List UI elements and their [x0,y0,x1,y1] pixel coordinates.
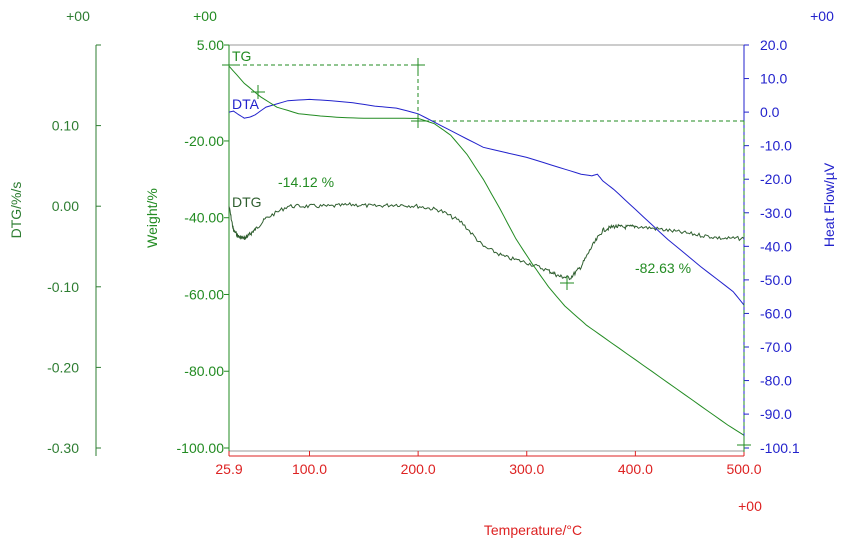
dtg-axis-title: DTG/%/s [8,182,24,239]
heat-tick-labels: 20.0 10.0 0.0 -10.0 -20.0 -30.0 -40.0 -50.0 -60.… [744,37,800,456]
marker-step-mid [411,114,425,128]
dtg-tick-label: -0.30 [47,440,79,456]
dtg-tick-label: 0.00 [52,198,79,214]
heat-tick-label: -90.0 [760,406,792,422]
dtg-corner-label: +00 [66,8,90,24]
weight-corner-label: +00 [193,8,217,24]
tg-series-label: TG [232,48,251,64]
weight-tick-label: 5.00 [197,37,224,53]
x-tick-label: 25.9 [215,461,242,477]
dtg-series-label: DTG [232,194,262,210]
marker-step-top [411,58,425,72]
step1-annotation: -14.12 % [278,174,334,190]
heat-tick-label: -60.0 [760,305,792,321]
weight-tick-label: -60.00 [184,286,224,302]
heat-tick-label: -10.0 [760,138,792,154]
heat-tick-label: -20.0 [760,171,792,187]
heat-corner-label: +00 [810,8,834,24]
step2-annotation: -82.63 % [635,260,691,276]
marker-onset [222,58,236,72]
heat-axis-title: Heat Flow/µV [821,162,837,247]
x-tick-label: 500.0 [726,461,761,477]
dta-series-label: DTA [232,96,260,112]
heat-tick-label: -40.0 [760,238,792,254]
x-corner-label: +00 [738,498,762,514]
heat-tick-label: -80.0 [760,373,792,389]
heat-tick-label: -30.0 [760,205,792,221]
weight-tick-label: -80.00 [184,363,224,379]
dtg-tick-label: 0.10 [52,118,79,134]
weight-tick-label: -20.00 [184,133,224,149]
dtg-tick-label: -0.10 [47,279,79,295]
dtg-series-line [228,202,745,281]
step-construction-lines [229,64,745,445]
heat-tick-label: 10.0 [760,71,787,87]
weight-tick-labels: 5.00 -20.00 -40.00 -60.00 -80.00 -100.00 [177,37,229,456]
step-markers [222,58,751,452]
dta-series-line [228,98,745,306]
weight-tick-label: -100.00 [177,440,225,456]
x-tick-label: 100.0 [292,461,327,477]
heat-tick-label: 20.0 [760,37,787,53]
x-tick-label: 300.0 [509,461,544,477]
x-tick-label: 400.0 [618,461,653,477]
dtg-tick-label: -0.20 [47,359,79,375]
marker-step1 [251,85,265,99]
marker-end [737,438,751,452]
x-axis-title: Temperature/°C [484,522,582,538]
heat-tick-label: -50.0 [760,272,792,288]
heat-tick-label: -70.0 [760,339,792,355]
weight-tick-label: -40.00 [184,210,224,226]
heat-tick-label: 0.0 [760,104,780,120]
x-tick-label: 200.0 [401,461,436,477]
x-tick-labels: 25.9 100.0 200.0 300.0 400.0 500.0 [215,451,762,477]
marker-step2 [560,276,574,290]
heat-tick-label: -100.1 [760,440,800,456]
weight-axis-title: Weight/% [144,188,160,248]
tg-series-line [228,65,745,436]
dtg-tick-labels: 0.10 0.00 -0.10 -0.20 -0.30 [47,44,101,456]
